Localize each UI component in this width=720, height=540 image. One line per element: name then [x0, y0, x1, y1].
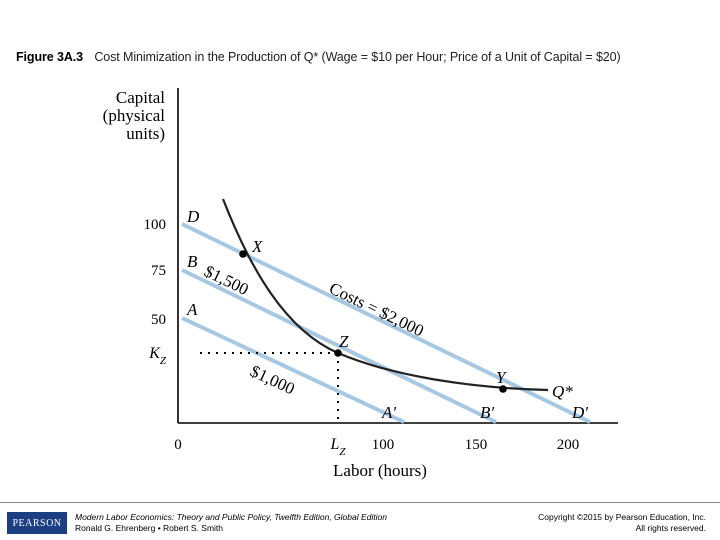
label-point-z: Z	[339, 332, 349, 351]
label-d: D	[186, 207, 200, 226]
label-b: B	[187, 252, 198, 271]
y-axis-title-line-2: (physical	[103, 106, 166, 125]
iso-cost-line-1500	[181, 268, 497, 424]
copyright-notice: Copyright ©2015 by Pearson Education, In…	[538, 512, 706, 534]
x-tick-150: 150	[465, 437, 488, 453]
label-point-x: X	[251, 237, 263, 256]
point-y-marker	[499, 385, 507, 393]
label-a: A	[186, 300, 198, 319]
y-tick-100: 100	[144, 217, 167, 233]
label-b-prime: B′	[480, 403, 494, 422]
label-d-prime: D′	[571, 403, 588, 422]
label-point-y: Y	[496, 368, 507, 387]
figure-label: Figure 3A.3	[16, 50, 83, 64]
cost-minimization-diagram: Capital (physical units) 100 75 50 KZ 0 …	[103, 88, 618, 480]
book-authors: Ronald G. Ehrenberg • Robert S. Smith	[75, 523, 224, 533]
pearson-logo: PEARSON	[7, 512, 67, 534]
caption-text: Cost Minimization in the Production of Q…	[94, 50, 621, 64]
copyright-line-2: All rights reserved.	[635, 523, 706, 533]
footer-divider	[0, 502, 720, 503]
y-tick-kz: KZ	[148, 345, 167, 367]
x-tick-200: 200	[557, 437, 580, 453]
x-tick-100: 100	[372, 437, 395, 453]
y-tick-75: 75	[151, 263, 166, 279]
label-a-prime: A′	[381, 403, 396, 422]
copyright-line-1: Copyright ©2015 by Pearson Education, In…	[538, 512, 706, 522]
x-tick-0: 0	[174, 437, 182, 453]
y-axis-title-line-1: Capital	[116, 88, 165, 107]
figure-caption: Figure 3A.3 Cost Minimization in the Pro…	[16, 50, 716, 64]
y-axis-title-line-3: units)	[126, 124, 165, 143]
x-tick-lz: LZ	[329, 436, 346, 458]
iso-cost-line-1000	[181, 316, 405, 424]
x-axis-title: Labor (hours)	[333, 461, 427, 480]
book-title: Modern Labor Economics: Theory and Publi…	[75, 512, 387, 522]
point-z-marker	[334, 349, 342, 357]
y-tick-50: 50	[151, 312, 166, 328]
point-x-marker	[239, 250, 247, 258]
label-q-star: Q*	[552, 382, 573, 401]
